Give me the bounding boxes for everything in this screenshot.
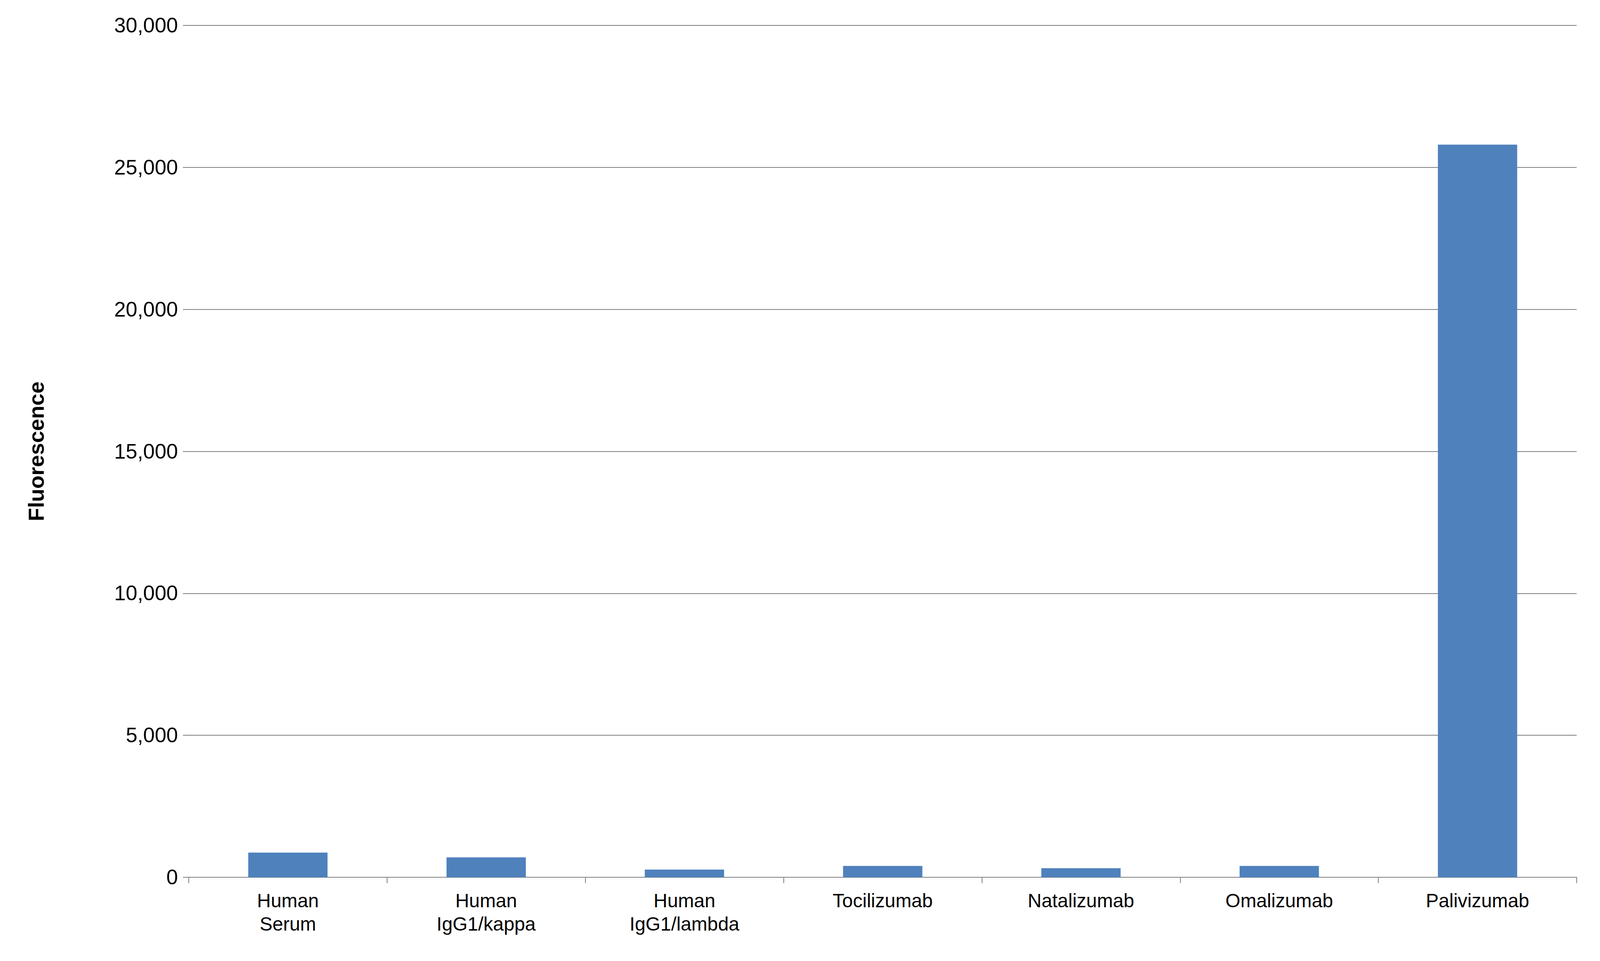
- svg-text:15,000: 15,000: [114, 440, 178, 464]
- svg-text:Tocilizumab: Tocilizumab: [832, 890, 933, 912]
- svg-text:5,000: 5,000: [125, 723, 178, 748]
- svg-text:25,000: 25,000: [114, 155, 178, 180]
- svg-text:0: 0: [166, 865, 178, 890]
- svg-text:10,000: 10,000: [114, 581, 178, 605]
- svg-text:IgG1/lambda: IgG1/lambda: [629, 913, 740, 935]
- svg-text:Omalizumab: Omalizumab: [1225, 890, 1333, 912]
- svg-text:30,000: 30,000: [114, 13, 178, 38]
- svg-text:Natalizumab: Natalizumab: [1027, 890, 1135, 912]
- svg-text:Serum: Serum: [259, 913, 316, 935]
- svg-text:Human: Human: [653, 890, 715, 912]
- svg-text:Fluorescence: Fluorescence: [24, 381, 49, 522]
- svg-text:Palivizumab: Palivizumab: [1425, 890, 1530, 912]
- svg-text:Human: Human: [257, 890, 319, 912]
- svg-text:IgG1/kappa: IgG1/kappa: [436, 913, 536, 935]
- svg-text:20,000: 20,000: [114, 297, 178, 322]
- svg-text:Human: Human: [455, 890, 518, 912]
